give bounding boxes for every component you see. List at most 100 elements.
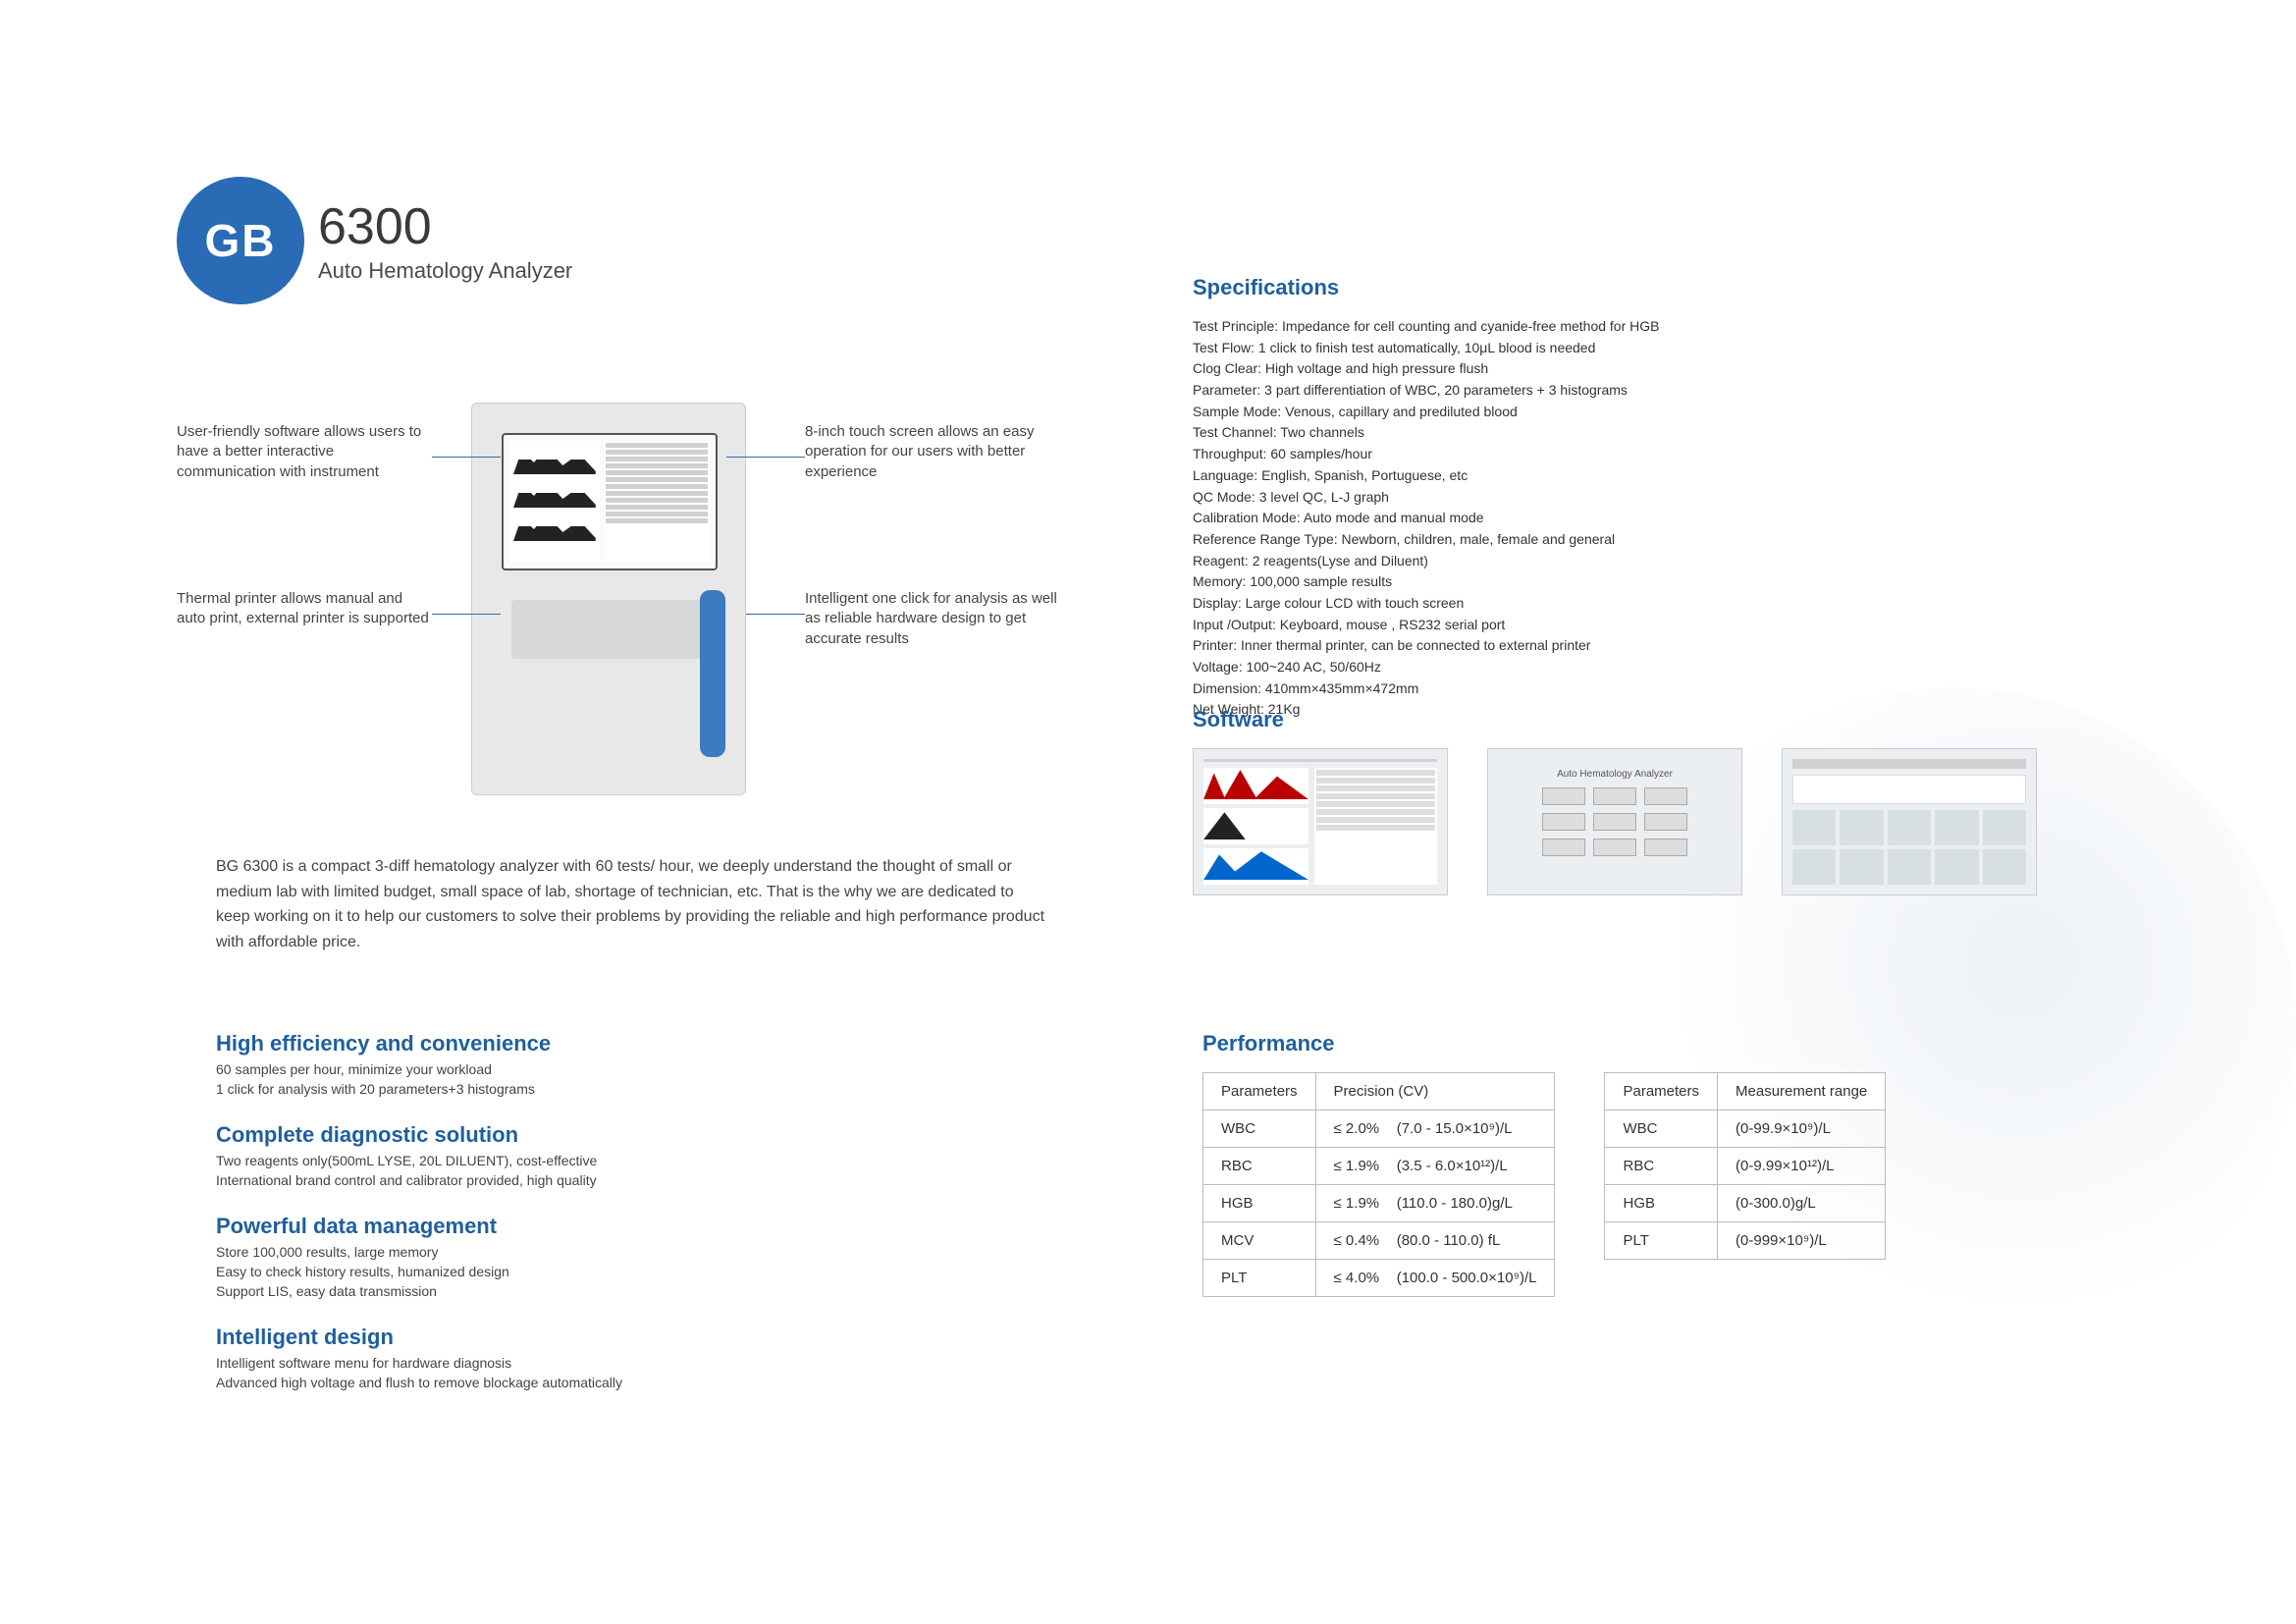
software-thumb-caption: Auto Hematology Analyzer [1557,769,1673,780]
table-cell: PLT [1605,1222,1718,1260]
intro-paragraph: BG 6300 is a compact 3-diff hematology a… [216,854,1050,954]
table-header: Parameters [1203,1073,1316,1110]
device-printer-slot [511,600,708,659]
callout-lead-line [726,457,805,458]
table-cell: WBC [1605,1110,1718,1148]
table-cell: RBC [1605,1148,1718,1185]
table-row: WBC(0-99.9×10⁹)/L [1605,1110,1886,1148]
spec-line: Parameter: 3 part differentiation of WBC… [1193,380,2155,402]
table-header: Precision (CV) [1315,1073,1555,1110]
feature-body: Intelligent software menu for hardware d… [216,1354,1001,1392]
logo-area: GB 6300 Auto Hematology Analyzer [177,177,572,304]
feature-title: Intelligent design [216,1325,1001,1350]
spec-line: Display: Large colour LCD with touch scr… [1193,593,2155,615]
table-row: PLT≤ 4.0% (100.0 - 500.0×10⁹)/L [1203,1260,1555,1297]
table-row: RBC≤ 1.9% (3.5 - 6.0×10¹²)/L [1203,1148,1555,1185]
spec-line: Printer: Inner thermal printer, can be c… [1193,635,2155,657]
precision-table: ParametersPrecision (CV)WBC≤ 2.0% (7.0 -… [1202,1072,1555,1297]
device-screen-table [604,441,710,563]
spec-list: Test Principle: Impedance for cell count… [1193,316,2155,721]
table-cell: ≤ 0.4% (80.0 - 110.0) fL [1315,1222,1555,1260]
table-cell: ≤ 4.0% (100.0 - 500.0×10⁹)/L [1315,1260,1555,1297]
spec-line: Reference Range Type: Newborn, children,… [1193,529,2155,551]
table-cell: ≤ 1.9% (110.0 - 180.0)g/L [1315,1185,1555,1222]
feature-body: Two reagents only(500mL LYSE, 20L DILUEN… [216,1152,1001,1190]
table-cell: (0-300.0)g/L [1718,1185,1886,1222]
feature-body: Store 100,000 results, large memory Easy… [216,1243,1001,1301]
spec-line: Test Principle: Impedance for cell count… [1193,316,2155,338]
spec-line: Clog Clear: High voltage and high pressu… [1193,358,2155,380]
histogram-icon [513,512,596,541]
device-screen-histograms [509,441,600,563]
feature-block: Complete diagnostic solution Two reagent… [216,1122,1001,1190]
brand-logo-circle: GB [177,177,304,304]
table-cell: RBC [1203,1148,1316,1185]
page-root: GB 6300 Auto Hematology Analyzer [0,0,2296,1624]
callout-oneclick: Intelligent one click for analysis as we… [805,589,1060,649]
table-row: WBC≤ 2.0% (7.0 - 15.0×10⁹)/L [1203,1110,1555,1148]
feature-title: Powerful data management [216,1214,1001,1239]
table-cell: (0-999×10⁹)/L [1718,1222,1886,1260]
feature-body: 60 samples per hour, minimize your workl… [216,1060,1001,1099]
callout-lead-line [432,614,501,615]
histogram-icon [513,478,596,508]
callout-lead-line [746,614,805,615]
software-region: Software Auto Hematology Analyze [1193,707,2155,895]
feature-title: Complete diagnostic solution [216,1122,1001,1148]
performance-title: Performance [1202,1031,2145,1056]
table-cell: (0-99.9×10⁹)/L [1718,1110,1886,1148]
spec-line: Calibration Mode: Auto mode and manual m… [1193,508,2155,529]
software-thumb-results [1193,748,1448,895]
callout-touchscreen: 8-inch touch screen allows an easy opera… [805,422,1060,482]
table-cell: MCV [1203,1222,1316,1260]
feature-block: Intelligent design Intelligent software … [216,1325,1001,1392]
software-thumb-menu: Auto Hematology Analyzer [1487,748,1742,895]
table-cell: HGB [1605,1185,1718,1222]
table-row: PLT(0-999×10⁹)/L [1605,1222,1886,1260]
spec-line: Voltage: 100~240 AC, 50/60Hz [1193,657,2155,678]
table-row: HGB(0-300.0)g/L [1605,1185,1886,1222]
range-table: ParametersMeasurement rangeWBC(0-99.9×10… [1604,1072,1886,1260]
model-number: 6300 [318,197,572,256]
software-thumbnails: Auto Hematology Analyzer [1193,748,2155,895]
table-cell: HGB [1203,1185,1316,1222]
software-thumb-calibration [1782,748,2037,895]
table-cell: PLT [1203,1260,1316,1297]
table-cell: WBC [1203,1110,1316,1148]
callout-software: User-friendly software allows users to h… [177,422,432,482]
table-row: MCV≤ 0.4% (80.0 - 110.0) fL [1203,1222,1555,1260]
specifications-region: Specifications Test Principle: Impedance… [1193,275,2155,750]
device-screen [502,433,718,570]
table-cell: ≤ 2.0% (7.0 - 15.0×10⁹)/L [1315,1110,1555,1148]
table-row: RBC(0-9.99×10¹²)/L [1605,1148,1886,1185]
spec-line: Test Channel: Two channels [1193,422,2155,444]
table-row: HGB≤ 1.9% (110.0 - 180.0)g/L [1203,1185,1555,1222]
table-cell: ≤ 1.9% (3.5 - 6.0×10¹²)/L [1315,1148,1555,1185]
feature-title: High efficiency and convenience [216,1031,1001,1056]
feature-block: High efficiency and convenience 60 sampl… [216,1031,1001,1099]
spec-line: QC Mode: 3 level QC, L-J graph [1193,487,2155,509]
spec-line: Language: English, Spanish, Portuguese, … [1193,465,2155,487]
spec-line: Memory: 100,000 sample results [1193,571,2155,593]
spec-line: Test Flow: 1 click to finish test automa… [1193,338,2155,359]
histogram-icon [513,445,596,474]
device-region: User-friendly software allows users to h… [177,403,1060,815]
spec-line: Throughput: 60 samples/hour [1193,444,2155,465]
spec-line: Dimension: 410mm×435mm×472mm [1193,678,2155,700]
performance-region: Performance ParametersPrecision (CV)WBC≤… [1202,1031,2145,1297]
features-region: High efficiency and convenience 60 sampl… [216,1031,1001,1416]
table-cell: (0-9.99×10¹²)/L [1718,1148,1886,1185]
device-illustration [471,403,746,795]
spec-line: Sample Mode: Venous, capillary and predi… [1193,402,2155,423]
feature-block: Powerful data management Store 100,000 r… [216,1214,1001,1301]
table-header: Parameters [1605,1073,1718,1110]
device-reagent-tube [700,590,725,757]
logo-text-block: 6300 Auto Hematology Analyzer [318,197,572,284]
spec-line: Reagent: 2 reagents(Lyse and Diluent) [1193,551,2155,572]
callout-lead-line [432,457,501,458]
spec-line: Input /Output: Keyboard, mouse , RS232 s… [1193,615,2155,636]
software-title: Software [1193,707,2155,732]
model-subtitle: Auto Hematology Analyzer [318,258,572,284]
specifications-title: Specifications [1193,275,2155,300]
callout-printer: Thermal printer allows manual and auto p… [177,589,432,629]
